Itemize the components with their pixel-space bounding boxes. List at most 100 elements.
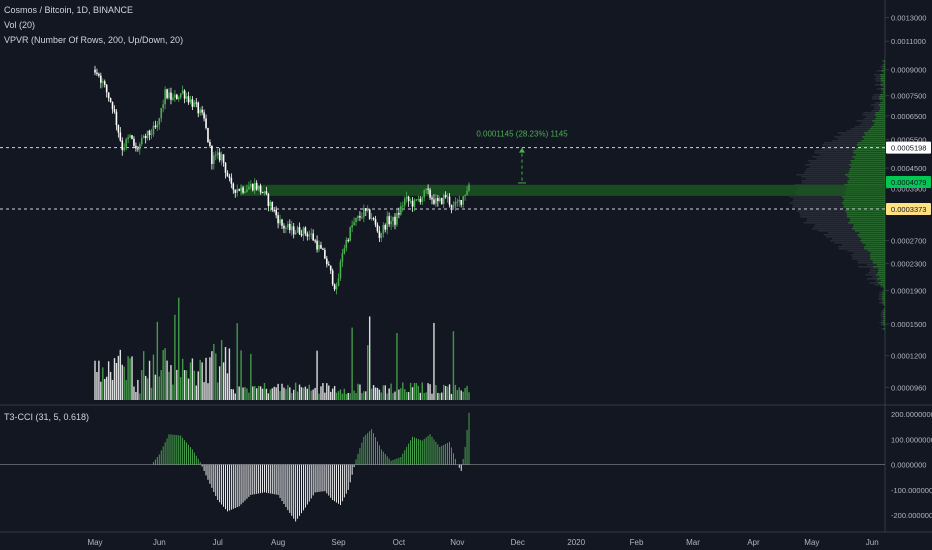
volume-bar: [105, 376, 108, 400]
volume-bar: [339, 389, 342, 400]
vpvr-bar-down: [793, 198, 844, 200]
candle-body: [361, 217, 363, 219]
vpvr-bar-up: [882, 302, 885, 304]
volume-bar: [330, 391, 332, 400]
vpvr-bar-down: [880, 320, 884, 322]
candle-body: [148, 130, 151, 135]
vpvr-bar-up: [870, 256, 885, 258]
candle-body: [170, 92, 172, 100]
volume-bar: [363, 391, 365, 400]
candle-body: [464, 194, 466, 197]
vpvr-bar-up: [863, 132, 885, 134]
vpvr-bar-down: [880, 300, 884, 302]
vpvr-bar-down: [869, 282, 878, 284]
candle-body: [300, 234, 303, 236]
vpvr-bar-down: [796, 210, 846, 212]
candle-body: [113, 109, 116, 112]
vpvr-bar-up: [883, 318, 885, 320]
vpvr-bar-up: [841, 196, 885, 198]
vpvr-bar-up: [843, 206, 885, 208]
volume-bar: [361, 393, 363, 400]
vpvr-bar-up: [880, 102, 885, 104]
vpvr-bar-down: [874, 102, 881, 104]
volume-legend[interactable]: Vol (20): [4, 20, 36, 30]
volume-bar: [255, 388, 258, 400]
vpvr-bar-down: [841, 244, 866, 246]
volume-bar: [250, 353, 252, 400]
vpvr-bar-down: [792, 204, 844, 206]
volume-bar: [137, 379, 139, 400]
candle-body: [111, 102, 114, 110]
symbol-legend[interactable]: Cosmos / Bitcoin, 1D, BINANCE: [4, 5, 134, 15]
candle-body: [308, 234, 311, 237]
vpvr-bar-up: [854, 158, 885, 160]
volume-bar: [203, 382, 205, 400]
vpvr-bar-down: [879, 322, 883, 324]
vpvr-bar-up: [883, 64, 885, 66]
candle-body: [382, 224, 385, 234]
vpvr-bar-down: [801, 182, 848, 184]
vpvr-bar-down: [819, 154, 856, 156]
candle-body: [152, 125, 155, 135]
vpvr-bar-up: [864, 246, 885, 248]
vpvr-bar-down: [822, 144, 857, 146]
volume-bar: [384, 385, 386, 400]
vpvr-bar-up: [849, 164, 885, 166]
vpvr-legend[interactable]: VPVR (Number Of Rows, 200, Up/Down, 20): [4, 35, 184, 45]
candle-body: [177, 97, 180, 100]
candle-body: [353, 222, 355, 225]
vpvr-bar-up: [878, 270, 885, 272]
volume-bar: [314, 387, 316, 400]
volume-bar: [417, 385, 420, 400]
candle-body: [181, 90, 184, 94]
candle-body: [205, 118, 207, 128]
volume-bar: [441, 392, 443, 400]
vpvr-bar-down: [826, 236, 859, 238]
price-label-text: 0.0004079: [891, 178, 926, 187]
volume-bar: [324, 392, 326, 400]
vpvr-bar-up: [878, 268, 885, 270]
vpvr-bar-up: [880, 284, 885, 286]
candle-body: [236, 189, 239, 193]
candle-body: [255, 182, 258, 190]
vpvr-bar-down: [799, 212, 847, 214]
vpvr-bar-down: [813, 226, 853, 228]
vpvr-bar-up: [858, 146, 885, 148]
volume-bar: [205, 357, 207, 400]
candle-body: [96, 72, 98, 74]
vpvr-bar-down: [869, 270, 879, 272]
volume-bar: [359, 384, 361, 400]
vpvr-bar-down: [881, 64, 884, 66]
vpvr-bar-up: [875, 118, 885, 120]
candle-body: [131, 135, 133, 139]
volume-bar: [318, 393, 320, 400]
candle-body: [333, 284, 336, 290]
volume-bar: [382, 385, 385, 400]
candle-body: [392, 216, 394, 222]
vpvr-bar-down: [789, 196, 842, 198]
candle-body: [226, 172, 229, 177]
candle-body: [310, 233, 313, 235]
candle-body: [337, 278, 340, 286]
vpvr-bar-up: [881, 76, 885, 78]
vpvr-bar-down: [825, 146, 859, 148]
vpvr-bar-down: [814, 224, 854, 226]
cci-legend[interactable]: T3-CCI (31, 5, 0.618): [4, 412, 90, 422]
candle-body: [331, 270, 334, 285]
volume-bar: [131, 356, 133, 400]
candle-body: [123, 147, 126, 151]
vpvr-bar-up: [884, 62, 885, 64]
vpvr-bar-down: [807, 160, 851, 162]
volume-bar: [355, 393, 357, 400]
vpvr-bar-down: [871, 110, 879, 112]
vpvr-bar-down: [874, 78, 881, 80]
vpvr-bar-down: [874, 106, 881, 108]
candle-body: [351, 224, 353, 228]
candle-body: [318, 244, 320, 250]
vpvr-bar-up: [860, 240, 885, 242]
vpvr-bar-down: [792, 206, 844, 208]
vpvr-bar-down: [853, 252, 871, 254]
price-label-box: [886, 203, 931, 216]
candle-body: [400, 206, 402, 215]
